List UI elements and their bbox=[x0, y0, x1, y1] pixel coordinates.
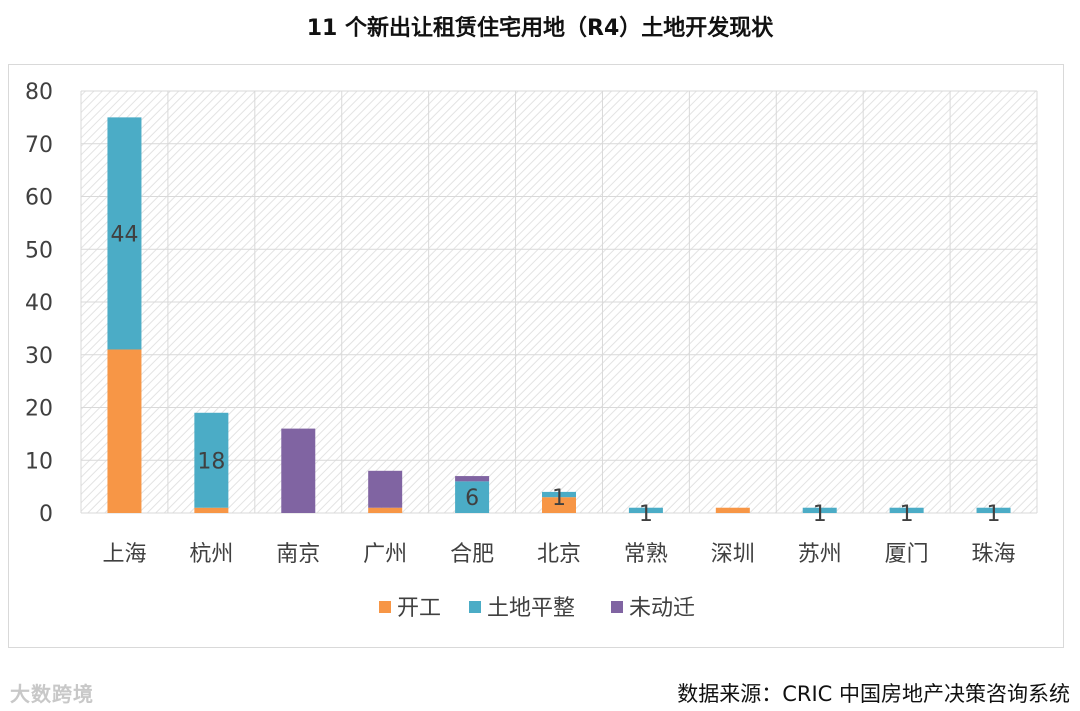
x-tick-label: 南京 bbox=[276, 542, 320, 567]
bar-segment bbox=[628, 507, 663, 513]
data-label: 1 bbox=[552, 486, 566, 511]
data-labels: 44 18 6 1 1 1 1 1 bbox=[110, 222, 1000, 527]
chart-title: 11 个新出让租赁住宅用地（R4）土地开发现状 bbox=[306, 16, 774, 41]
x-tick-label: 合肥 bbox=[450, 542, 494, 567]
x-tick-label: 珠海 bbox=[972, 542, 1016, 567]
y-tick-label: 30 bbox=[25, 344, 53, 369]
y-tick-label: 60 bbox=[25, 186, 53, 211]
x-tick-label: 杭州 bbox=[189, 542, 233, 567]
bar-segment bbox=[802, 507, 837, 513]
y-tick-label: 40 bbox=[25, 291, 53, 316]
x-tick-label: 深圳 bbox=[711, 542, 755, 567]
data-label: 6 bbox=[465, 486, 479, 511]
y-axis: 0 10 20 30 40 50 60 70 80 bbox=[25, 80, 53, 527]
data-label: 18 bbox=[197, 449, 225, 474]
x-tick-label: 厦门 bbox=[885, 542, 929, 567]
legend-swatch bbox=[379, 601, 391, 613]
bar-segment bbox=[107, 349, 142, 513]
legend-label: 未动迁 bbox=[629, 596, 695, 621]
bar-segment bbox=[889, 507, 924, 513]
bar-segment bbox=[715, 507, 750, 513]
x-tick-label: 上海 bbox=[102, 542, 146, 567]
legend: 开工 土地平整 未动迁 bbox=[379, 596, 695, 621]
legend-label: 开工 bbox=[397, 596, 441, 621]
bar-segment bbox=[368, 470, 403, 508]
y-tick-label: 10 bbox=[25, 449, 53, 474]
data-label: 1 bbox=[987, 502, 1001, 527]
x-tick-label: 苏州 bbox=[798, 542, 842, 567]
gridlines bbox=[80, 90, 1038, 514]
bar-segment bbox=[542, 491, 576, 498]
bar-segment bbox=[194, 507, 229, 513]
bar-segment bbox=[368, 507, 403, 513]
y-tick-label: 0 bbox=[39, 502, 53, 527]
stacked-bar-chart: 0 10 20 30 40 50 60 70 80 44 18 6 1 1 1 1 1 上海 杭州 南京 广州 合肥 北… bbox=[25, 80, 1038, 621]
watermark-logo: 大数跨境 bbox=[10, 682, 94, 706]
legend-swatch bbox=[611, 601, 623, 613]
chart-frame: 0 10 20 30 40 50 60 70 80 44 18 6 1 1 1 1 1 上海 杭州 南京 广州 合肥 北… bbox=[8, 64, 1064, 648]
y-tick-label: 50 bbox=[25, 238, 53, 263]
data-label: 1 bbox=[900, 502, 914, 527]
legend-swatch bbox=[469, 601, 481, 613]
y-tick-label: 20 bbox=[25, 397, 53, 422]
data-label: 1 bbox=[813, 502, 827, 527]
x-tick-label: 北京 bbox=[537, 542, 581, 567]
data-label: 1 bbox=[639, 502, 653, 527]
bar-segment bbox=[455, 481, 490, 513]
bar-segment bbox=[281, 428, 316, 513]
bar-segment bbox=[194, 412, 229, 508]
x-tick-label: 常熟 bbox=[624, 542, 668, 567]
bars bbox=[107, 117, 1011, 513]
y-tick-label: 70 bbox=[25, 133, 53, 158]
data-label: 44 bbox=[110, 222, 138, 247]
y-tick-label: 80 bbox=[25, 80, 53, 105]
bar-segment bbox=[455, 476, 490, 482]
x-tick-label: 广州 bbox=[363, 542, 407, 567]
source-note: 数据来源：CRIC 中国房地产决策咨询系统 bbox=[677, 682, 1070, 706]
bar-segment bbox=[976, 507, 1011, 513]
bar-segment bbox=[542, 497, 576, 513]
x-axis: 上海 杭州 南京 广州 合肥 北京 常熟 深圳 苏州 厦门 珠海 bbox=[102, 542, 1015, 567]
legend-label: 土地平整 bbox=[487, 596, 575, 621]
bar-segment bbox=[107, 117, 142, 350]
